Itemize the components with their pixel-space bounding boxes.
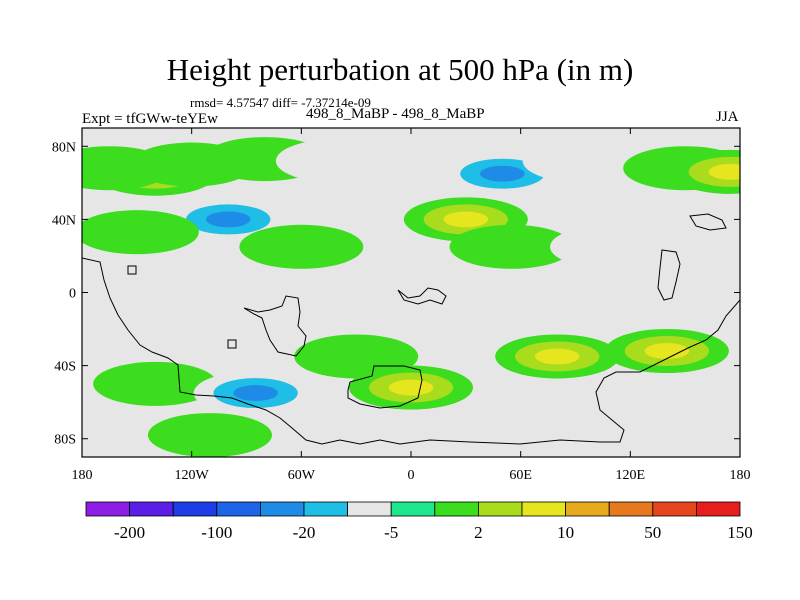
anomaly-contour: [708, 163, 740, 180]
colorbar-label: -100: [201, 523, 232, 542]
coastline-island-b: [397, 287, 447, 305]
colorbar-swatch: [652, 501, 697, 517]
coastline-africa: [347, 365, 423, 409]
anomaly-contour: [233, 385, 278, 401]
colorbar-label: -20: [293, 523, 316, 542]
colorbar: -200 -100 -20 -5 2 10 50 150: [85, 501, 753, 542]
colorbar-label: 10: [557, 523, 574, 542]
colorbar-swatch: [303, 501, 348, 517]
chart-title: Height perturbation at 500 hPa (in m): [166, 52, 634, 87]
colorbar-label: -200: [114, 523, 145, 542]
coastline-island-e: [127, 265, 137, 275]
x-tick-label: 0: [408, 468, 415, 483]
anomaly-contour: [644, 343, 690, 359]
anomaly-contour: [569, 231, 655, 262]
x-tick-label: 60E: [509, 468, 532, 483]
colorbar-swatch: [477, 501, 523, 517]
colorbar-label: 2: [474, 523, 483, 542]
experiment-name: 498_8_MaBP - 498_8_MaBP: [306, 106, 485, 122]
x-tick-label: 180: [730, 468, 751, 483]
season-label: JJA: [716, 109, 739, 125]
anomaly-contour: [259, 231, 344, 262]
colorbar-swatch: [565, 501, 610, 517]
anomaly-contour: [542, 145, 627, 176]
anomaly-layer: [82, 133, 740, 457]
colorbar-swatch: [259, 501, 305, 517]
anomaly-contour: [388, 379, 434, 396]
anomaly-contour: [112, 368, 198, 399]
y-tick-label: 40N: [52, 213, 76, 228]
anomaly-contour: [295, 145, 381, 176]
colorbar-label: 150: [727, 523, 753, 542]
colorbar-swatch: [347, 501, 392, 517]
x-tick-label: 180: [72, 468, 93, 483]
stats-text: rmsd= 4.57547 diff= -7.37214e-09: [190, 95, 371, 110]
colorbar-swatch: [216, 501, 261, 517]
coastline-island-a: [243, 295, 307, 357]
coastline-island-d: [689, 213, 727, 231]
coastline-layer: [82, 213, 740, 445]
anomaly-contour: [205, 211, 251, 228]
anomaly-contour: [670, 204, 740, 235]
anomaly-contour: [534, 348, 580, 365]
x-tick-label: 120W: [175, 468, 210, 483]
colorbar-swatch: [521, 501, 566, 517]
anomaly-contour: [314, 341, 399, 372]
x-tick-label: 120E: [616, 468, 646, 483]
colorbar-swatch: [85, 501, 130, 517]
x-tick-label: 60W: [288, 468, 316, 483]
colorbar-label: 50: [644, 523, 661, 542]
colorbar-swatch: [434, 501, 479, 517]
anomaly-contour: [469, 231, 554, 262]
experiment-label: Expt = tfGWw-teYEw: [82, 111, 218, 127]
colorbar-swatch: [129, 501, 174, 517]
y-tick-label: 0: [69, 287, 76, 302]
axis-layer: 180 120W 60W 0 60E 120E 180 80N 40N 0 40S 80S: [52, 128, 751, 483]
y-tick-label: 80S: [54, 433, 76, 448]
coastline-island-f: [227, 339, 237, 349]
coastline-island-c: [657, 249, 681, 301]
y-tick-label: 40S: [54, 360, 76, 375]
coastline-west: [82, 257, 740, 445]
anomaly-contour: [167, 420, 253, 451]
anomaly-contour: [480, 165, 525, 182]
colorbar-swatch: [608, 501, 654, 517]
colorbar-label: -5: [384, 523, 398, 542]
y-tick-label: 80N: [52, 140, 76, 155]
colorbar-swatch: [172, 501, 218, 517]
colorbar-swatch: [696, 501, 741, 517]
colorbar-swatch: [390, 501, 436, 517]
anomaly-contour: [441, 414, 527, 445]
anomaly-contour: [443, 211, 489, 228]
anomaly-contour: [94, 217, 179, 248]
